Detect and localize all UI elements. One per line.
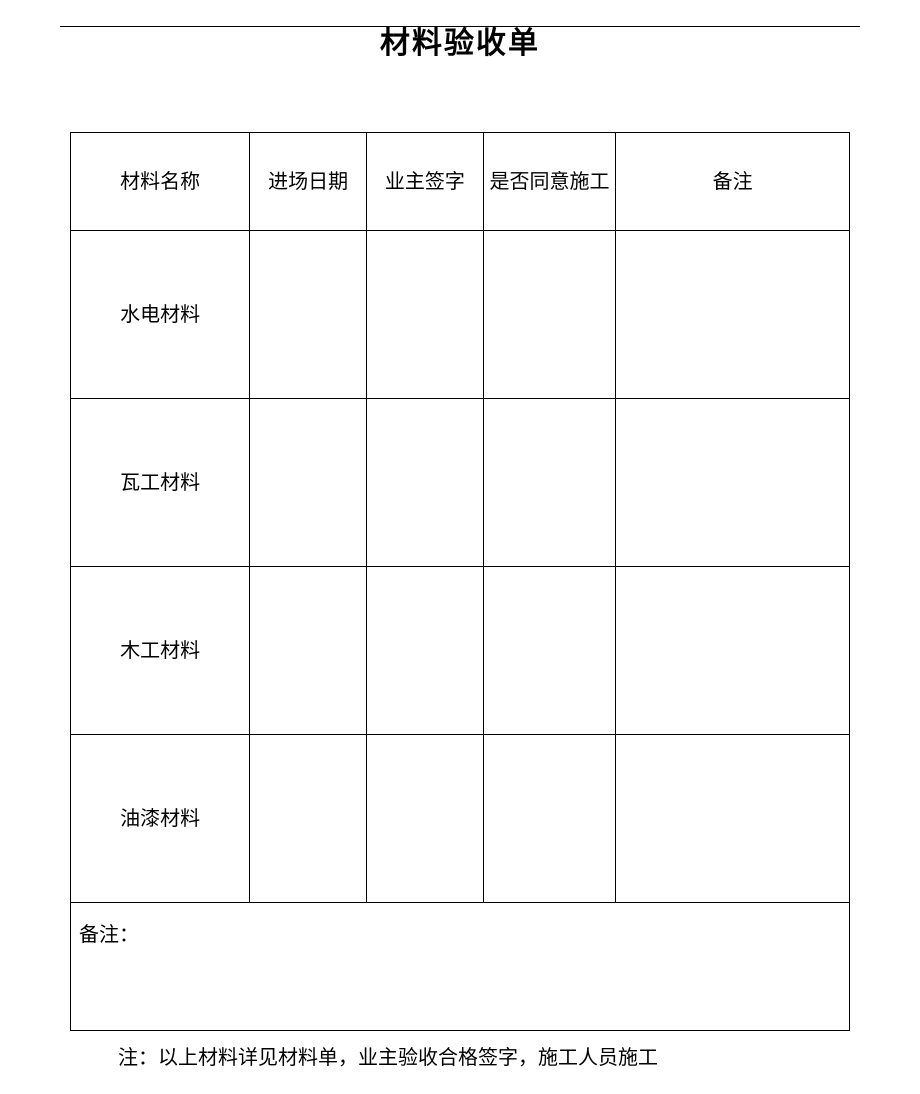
cell-material-name: 瓦工材料 [71,399,250,567]
table-remarks-row: 备注： [71,903,850,1031]
page-title: 材料验收单 [0,18,920,62]
table-row: 瓦工材料 [71,399,850,567]
cell-remark[interactable] [616,399,850,567]
col-header-owner-sign: 业主签字 [367,133,484,231]
cell-remarks[interactable]: 备注： [71,903,850,1031]
table-header-row: 材料名称 进场日期 业主签字 是否同意施工 备注 [71,133,850,231]
cell-entry-date[interactable] [250,399,367,567]
cell-remark[interactable] [616,735,850,903]
col-header-entry-date: 进场日期 [250,133,367,231]
table-row: 水电材料 [71,231,850,399]
cell-approve[interactable] [483,735,615,903]
cell-approve[interactable] [483,231,615,399]
cell-remark[interactable] [616,567,850,735]
cell-entry-date[interactable] [250,567,367,735]
cell-owner-sign[interactable] [367,735,484,903]
col-header-material-name: 材料名称 [71,133,250,231]
acceptance-table-wrap: 材料名称 进场日期 业主签字 是否同意施工 备注 水电材料 瓦工材料 [70,132,850,1031]
cell-entry-date[interactable] [250,231,367,399]
col-header-remark: 备注 [616,133,850,231]
footnote: 注：以上材料详见材料单，业主验收合格签字，施工人员施工 [70,1041,850,1070]
table-row: 油漆材料 [71,735,850,903]
cell-owner-sign[interactable] [367,567,484,735]
cell-approve[interactable] [483,399,615,567]
cell-remark[interactable] [616,231,850,399]
cell-entry-date[interactable] [250,735,367,903]
cell-owner-sign[interactable] [367,231,484,399]
top-rule [60,26,860,27]
table-row: 木工材料 [71,567,850,735]
col-header-approve: 是否同意施工 [483,133,615,231]
cell-material-name: 油漆材料 [71,735,250,903]
cell-material-name: 木工材料 [71,567,250,735]
cell-owner-sign[interactable] [367,399,484,567]
cell-material-name: 水电材料 [71,231,250,399]
remarks-label: 备注： [79,924,139,946]
acceptance-table: 材料名称 进场日期 业主签字 是否同意施工 备注 水电材料 瓦工材料 [70,132,850,1031]
cell-approve[interactable] [483,567,615,735]
